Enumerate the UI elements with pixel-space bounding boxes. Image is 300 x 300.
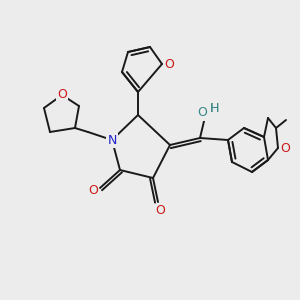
Text: O: O: [280, 142, 290, 154]
Text: O: O: [164, 58, 174, 70]
Text: O: O: [155, 205, 165, 218]
Text: O: O: [197, 106, 207, 119]
Text: O: O: [88, 184, 98, 197]
Text: O: O: [57, 88, 67, 100]
Text: H: H: [209, 101, 219, 115]
Text: O: O: [280, 142, 290, 154]
Text: O: O: [57, 88, 67, 100]
Text: O: O: [155, 205, 165, 218]
Text: O: O: [197, 106, 207, 119]
Text: N: N: [107, 134, 117, 146]
Text: H: H: [209, 101, 219, 115]
Text: O: O: [88, 184, 98, 197]
Text: O: O: [164, 58, 174, 70]
Text: N: N: [107, 134, 117, 146]
